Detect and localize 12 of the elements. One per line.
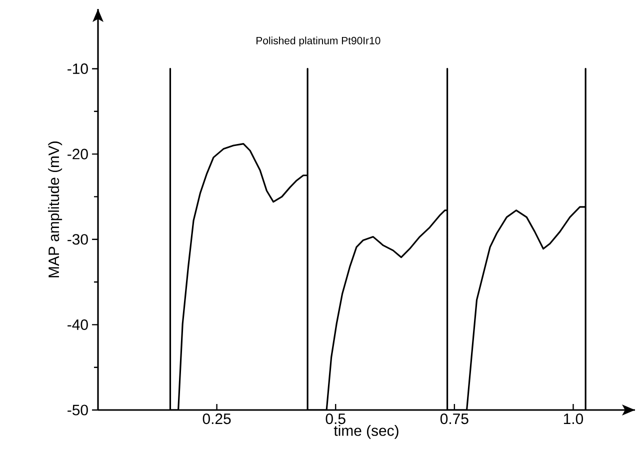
y-tick-label: -40 bbox=[68, 319, 88, 330]
y-tick-label: -30 bbox=[68, 234, 88, 245]
x-tick-label: 1.0 bbox=[564, 414, 584, 424]
text: Polished platinum Pt90Ir10 bbox=[256, 36, 380, 46]
y-tick-label: -20 bbox=[68, 148, 88, 160]
x-tick-label: 0.25 bbox=[202, 414, 231, 424]
y-tick-label: -10 bbox=[68, 63, 88, 74]
x-axis-title: time (sec) bbox=[334, 424, 398, 439]
y-tick-label: -50 bbox=[68, 404, 88, 416]
x-tick-label: 0.75 bbox=[440, 414, 468, 424]
x-tick-label: 0.5 bbox=[326, 414, 346, 424]
y-axis-title: MAP amplitude (mV) bbox=[48, 142, 62, 278]
